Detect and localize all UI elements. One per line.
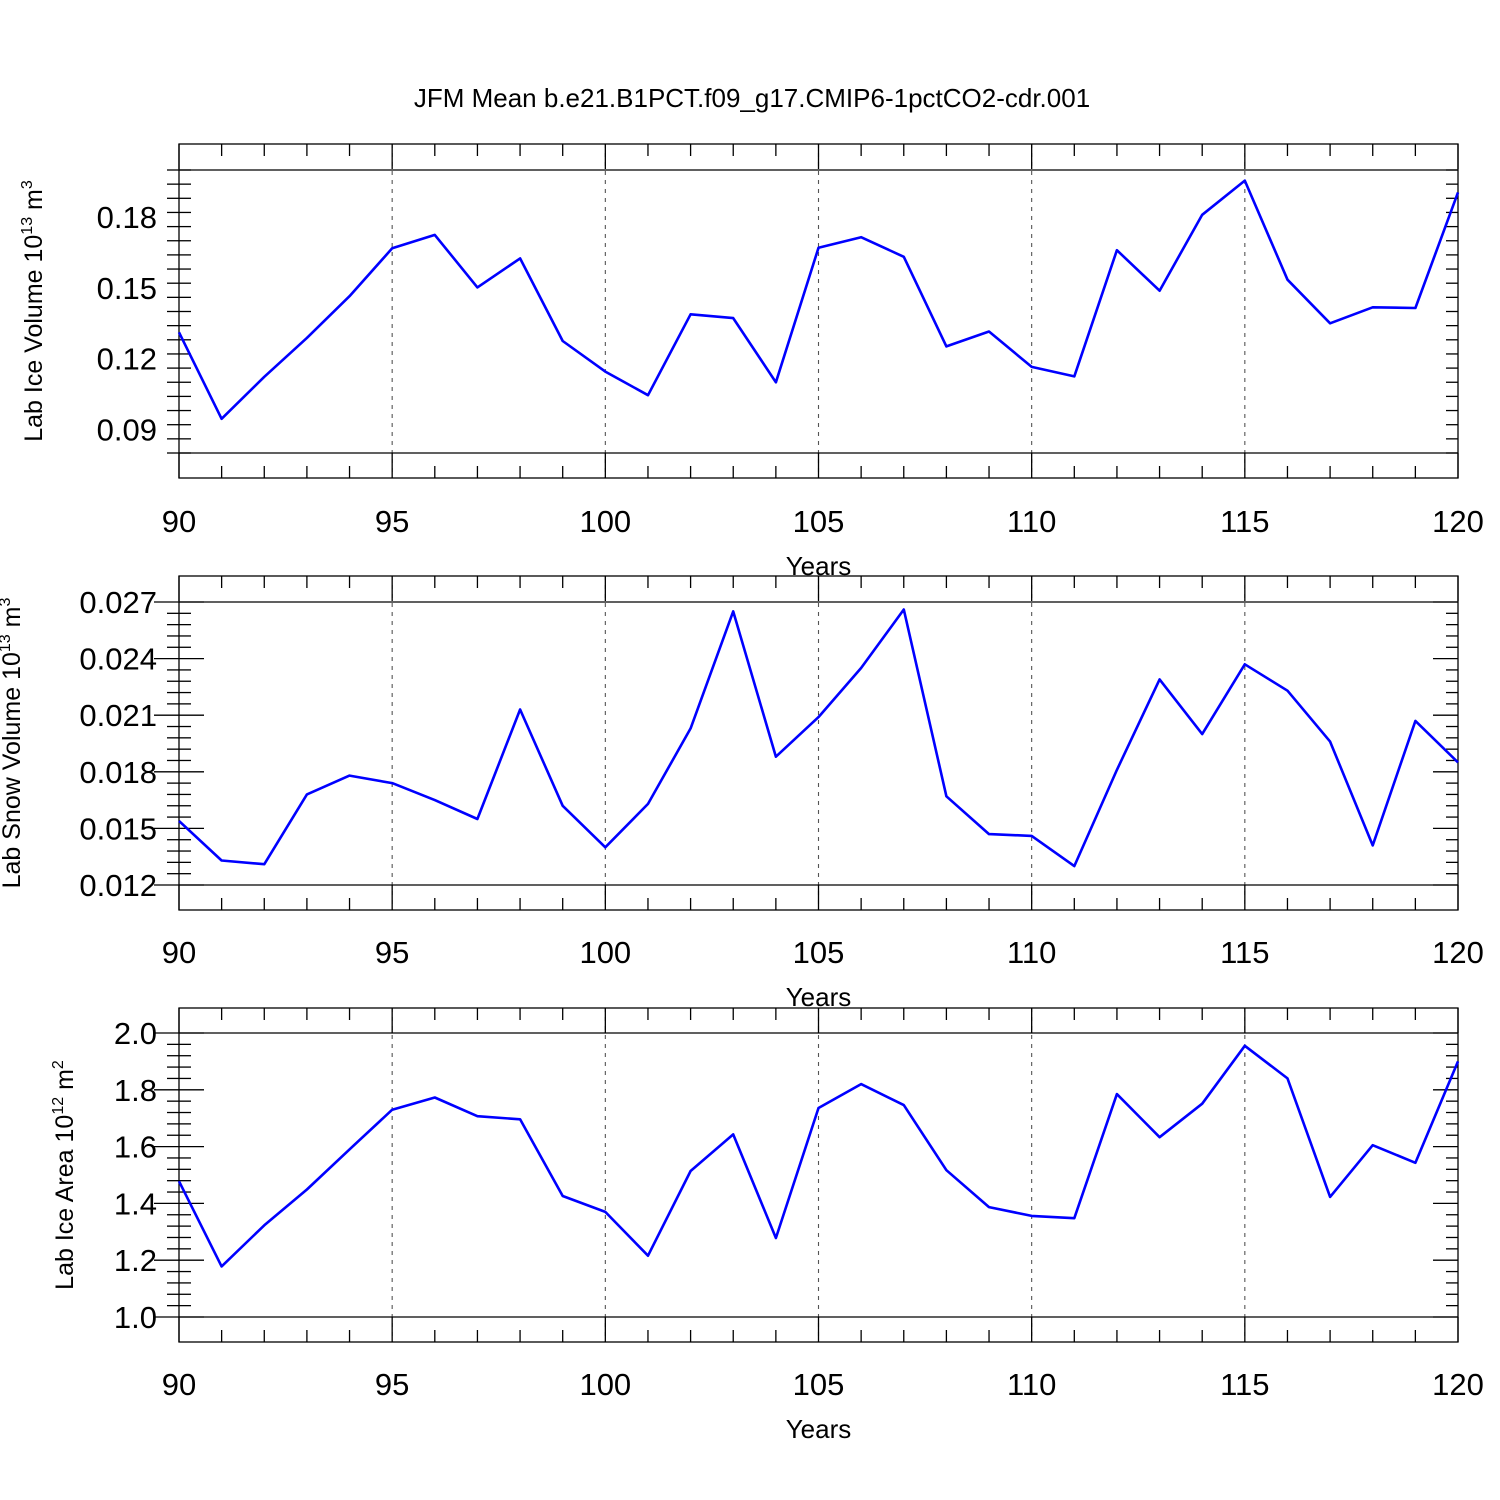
x-tick-label: 90 <box>162 504 196 539</box>
y-axis-label-part: m <box>20 189 48 217</box>
x-tick-label: 120 <box>1432 935 1484 970</box>
x-tick-label: 95 <box>375 1367 409 1402</box>
y-axis-label-part: 3 <box>0 598 14 607</box>
y-tick-label: 0.09 <box>97 412 157 447</box>
y-tick-label: 0.015 <box>79 811 157 846</box>
y-tick-label: 1.2 <box>114 1243 157 1278</box>
y-tick-label: 0.12 <box>97 342 157 377</box>
series-line <box>178 608 1459 868</box>
y-axis-label: Lab Ice Area 1012 m2 <box>50 1060 79 1290</box>
plot-frame <box>178 143 1459 479</box>
panels: 90 95 100 105 110 115 120 0.09 0.12 0.15 0.18 Years… <box>0 143 1484 1444</box>
figure-title: JFM Mean b.e21.B1PCT.f09_g17.CMIP6-1pctC… <box>414 83 1090 113</box>
y-tick-label: 2.0 <box>114 1016 157 1051</box>
y-axis-label: Lab Ice Volume 1013 m3 <box>19 180 48 442</box>
y-axis-label: Lab Snow Volume 1013 m3 <box>0 598 26 889</box>
panel-2: 90 95 100 105 110 115 120 0.012 0.015 0.018 0.021 0… <box>0 575 1484 1012</box>
y-tick-label: 1.8 <box>114 1073 157 1108</box>
x-tick-label: 110 <box>1007 504 1056 539</box>
x-tick-label: 105 <box>793 1367 845 1402</box>
y-axis-label-part: Lab Ice Area 10 <box>51 1115 79 1290</box>
x-tick-label: 110 <box>1007 935 1056 970</box>
y-tick-label: 0.027 <box>79 585 157 620</box>
panel-3: 90 95 100 105 110 115 120 1.0 1.2 1.4 1.6 1.8 2.0 Yea… <box>50 1007 1484 1444</box>
x-tick-label: 95 <box>375 504 409 539</box>
y-tick-label: 1.4 <box>114 1186 157 1221</box>
y-axis-label-part: 2 <box>50 1060 67 1069</box>
y-tick-label: 1.6 <box>114 1130 157 1165</box>
y-axis-label-part: Lab Ice Volume 10 <box>20 235 48 442</box>
x-tick-label: 90 <box>162 935 196 970</box>
x-tick-label: 115 <box>1220 504 1269 539</box>
x-tick-label: 90 <box>162 1367 196 1402</box>
y-axis-label-part: 13 <box>0 634 14 652</box>
series-line <box>177 1044 1460 1268</box>
x-tick-label: 105 <box>793 935 845 970</box>
plot-frame <box>178 1007 1459 1343</box>
x-tick-label: 115 <box>1220 935 1269 970</box>
x-tick-label: 100 <box>579 935 631 970</box>
y-tick-label: 0.012 <box>79 868 157 903</box>
y-tick-label: 0.021 <box>79 698 157 733</box>
x-tick-label: 115 <box>1220 1367 1269 1402</box>
y-tick-label: 0.18 <box>97 200 157 235</box>
y-axis-label-part: 13 <box>19 217 36 235</box>
x-tick-label: 120 <box>1432 504 1484 539</box>
y-tick-label: 0.15 <box>97 271 157 306</box>
x-tick-label: 120 <box>1432 1367 1484 1402</box>
y-tick-label: 0.024 <box>79 642 157 677</box>
x-tick-label: 110 <box>1007 1367 1056 1402</box>
series-line <box>177 179 1460 421</box>
x-axis-label: Years <box>786 1414 852 1444</box>
x-tick-label: 105 <box>793 504 845 539</box>
x-tick-label: 100 <box>579 1367 631 1402</box>
y-tick-label: 1.0 <box>114 1300 157 1335</box>
y-tick-label: 0.018 <box>79 755 157 790</box>
y-axis-label-part: Lab Snow Volume 10 <box>0 652 26 888</box>
y-axis-label-part: 12 <box>50 1097 67 1115</box>
plot-frame <box>178 575 1459 911</box>
y-axis-label-part: 3 <box>19 180 36 189</box>
x-tick-label: 95 <box>375 935 409 970</box>
x-tick-label: 100 <box>579 504 631 539</box>
y-axis-label-part: m <box>0 607 26 635</box>
y-axis-label-part: m <box>51 1069 79 1097</box>
x-axis-label: Years <box>786 982 852 1012</box>
panel-1: 90 95 100 105 110 115 1200.090.120.150.18Years… <box>19 143 1484 581</box>
